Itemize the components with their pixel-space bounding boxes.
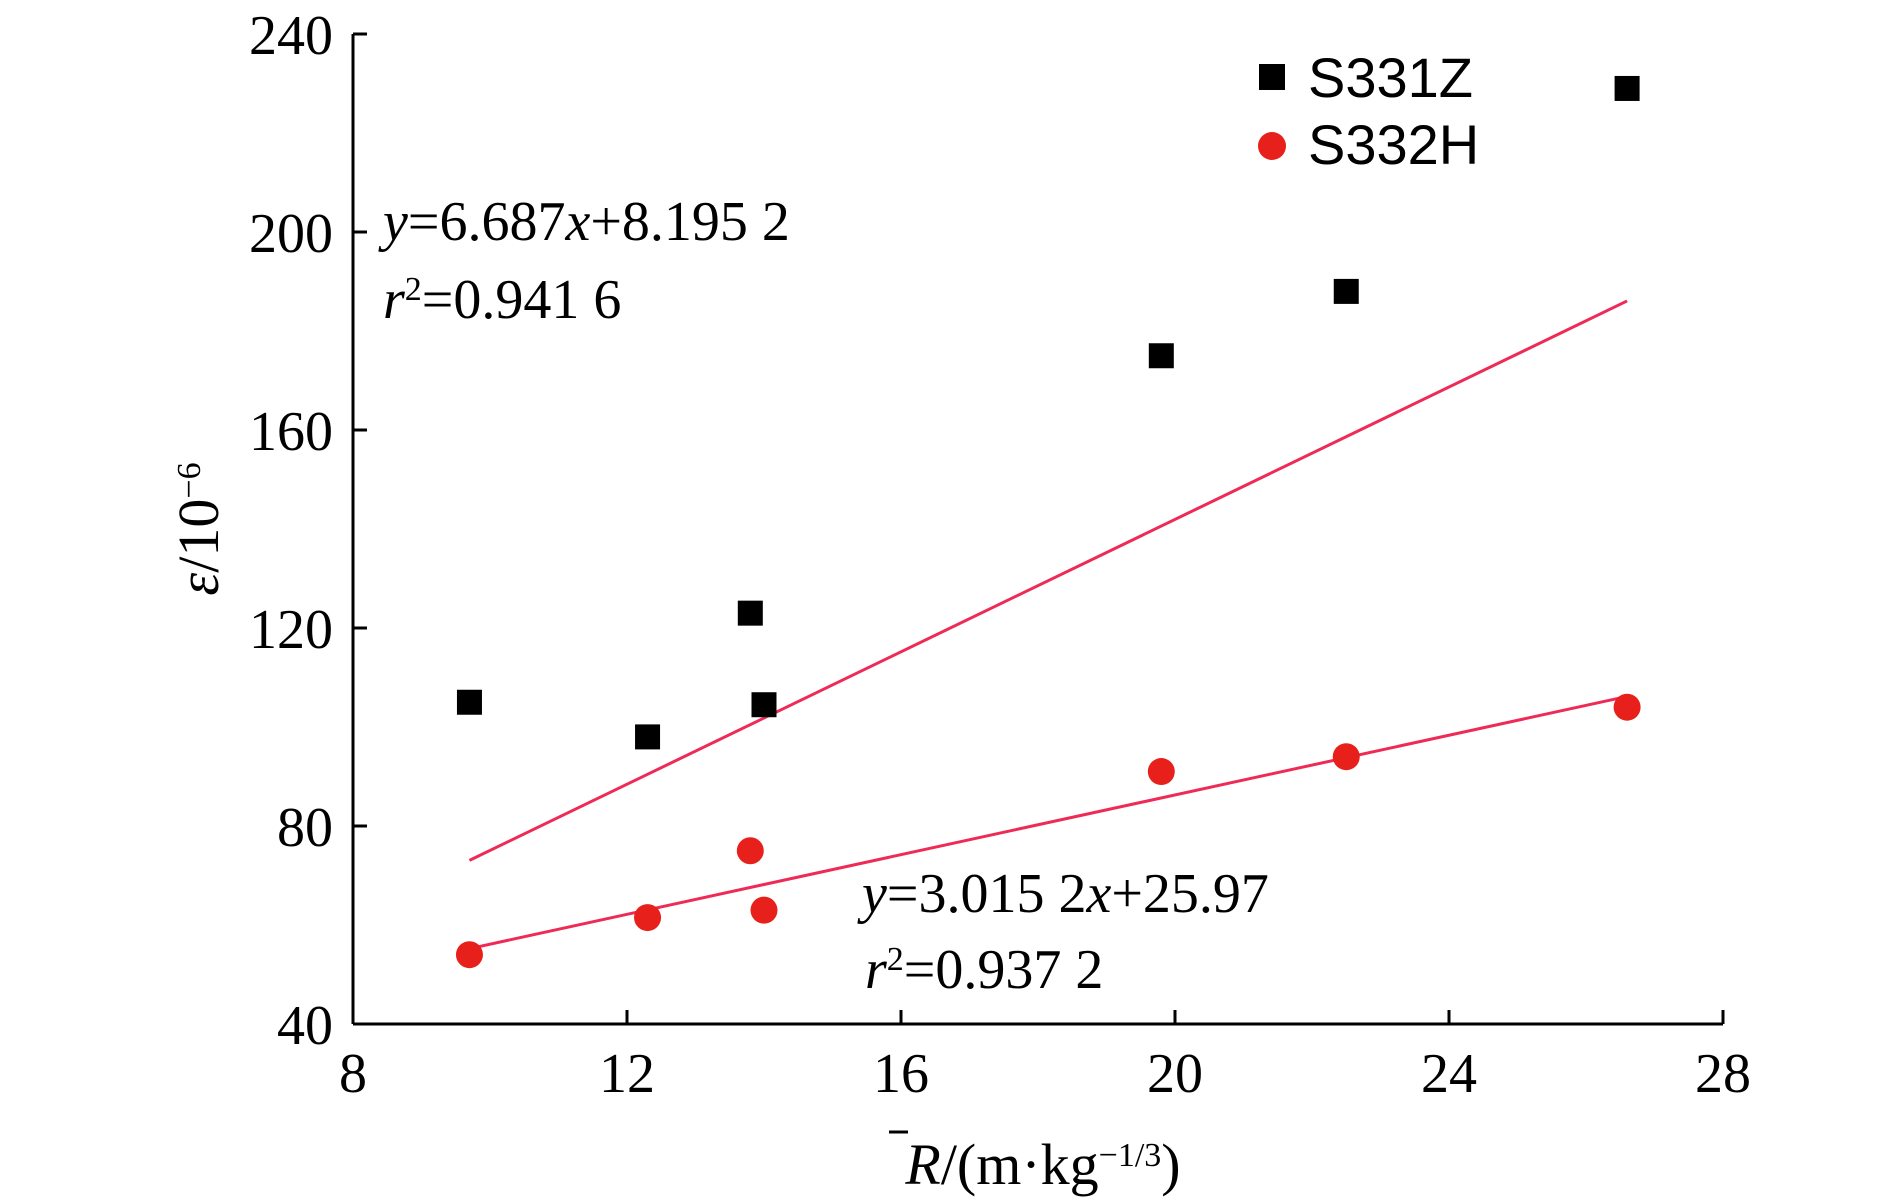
data-point-s332h xyxy=(736,837,764,865)
y-tick-label: 80 xyxy=(277,797,333,859)
data-point-s331z xyxy=(635,724,661,750)
x-axis-unit-exponent: −1/3 xyxy=(1099,1137,1162,1174)
svg-text:r2=0.941 6: r2=0.941 6 xyxy=(383,269,621,331)
x-axis-var: R xyxy=(904,1132,940,1197)
legend-marker-s332h xyxy=(1258,132,1286,160)
y-tick-label: 200 xyxy=(249,203,333,265)
data-point-s331z xyxy=(1333,278,1359,304)
equation-s332h: y=3.015 2x+25.97 r2=0.937 2 xyxy=(857,863,1269,1001)
data-point-s332h xyxy=(1332,743,1360,771)
x-tick-label: 12 xyxy=(599,1043,655,1105)
x-axis-ticks: 8 12 16 20 24 28 xyxy=(339,1010,1751,1105)
y-axis-ticks: 40 80 120 160 200 240 xyxy=(249,5,367,1057)
data-point-s331z xyxy=(1148,343,1174,369)
y-axis-unit-exponent: −6 xyxy=(171,462,208,498)
legend: S331Z S332H xyxy=(1258,46,1479,176)
data-point-s332h xyxy=(750,896,778,924)
legend-label-s331z: S331Z xyxy=(1308,46,1473,109)
data-point-s331z xyxy=(737,600,763,626)
data-point-s331z xyxy=(1614,75,1640,101)
svg-text:ε/10−6: ε/10−6 xyxy=(166,462,231,595)
y-axis-var: ε xyxy=(166,573,231,596)
y-tick-label: 160 xyxy=(249,401,333,463)
data-points xyxy=(455,75,1641,969)
fit-line-s332h xyxy=(469,694,1628,951)
y-axis-title: ε/10−6 xyxy=(166,462,231,595)
svg-text:R/(m·kg−1/3): R/(m·kg−1/3) xyxy=(904,1132,1180,1197)
y-tick-label: 120 xyxy=(249,599,333,661)
svg-text:r2=0.937 2: r2=0.937 2 xyxy=(865,939,1103,1001)
y-axis-unit: /10 xyxy=(166,499,231,573)
fit-lines xyxy=(468,299,1628,951)
y-tick-label: 240 xyxy=(249,5,333,67)
legend-label-s332h: S332H xyxy=(1308,113,1479,176)
data-point-s332h xyxy=(1147,758,1175,786)
data-point-s332h xyxy=(455,941,483,969)
x-tick-label: 8 xyxy=(339,1043,367,1105)
x-tick-label: 16 xyxy=(873,1043,929,1105)
y-tick-label: 40 xyxy=(277,995,333,1057)
x-axis-title: R/(m·kg−1/3) xyxy=(889,1130,1181,1197)
svg-text:y=6.687x+8.195 2: y=6.687x+8.195 2 xyxy=(378,191,790,253)
x-axis-unit-prefix: /(m·kg xyxy=(941,1132,1099,1197)
data-point-s332h xyxy=(1613,693,1641,721)
data-point-s332h xyxy=(634,904,662,932)
svg-text:y=3.015 2x+25.97: y=3.015 2x+25.97 xyxy=(857,863,1269,925)
data-point-s331z xyxy=(456,689,482,715)
data-point-s331z xyxy=(751,692,777,718)
equation-s331z: y=6.687x+8.195 2 r2=0.941 6 xyxy=(378,191,790,331)
x-axis-unit-suffix: ) xyxy=(1161,1132,1180,1197)
x-tick-label: 24 xyxy=(1421,1043,1477,1105)
x-tick-label: 28 xyxy=(1695,1043,1751,1105)
fit-line-s331z xyxy=(468,299,1628,862)
legend-marker-s331z xyxy=(1259,64,1285,90)
axes xyxy=(351,34,1723,1026)
x-tick-label: 20 xyxy=(1147,1043,1203,1105)
